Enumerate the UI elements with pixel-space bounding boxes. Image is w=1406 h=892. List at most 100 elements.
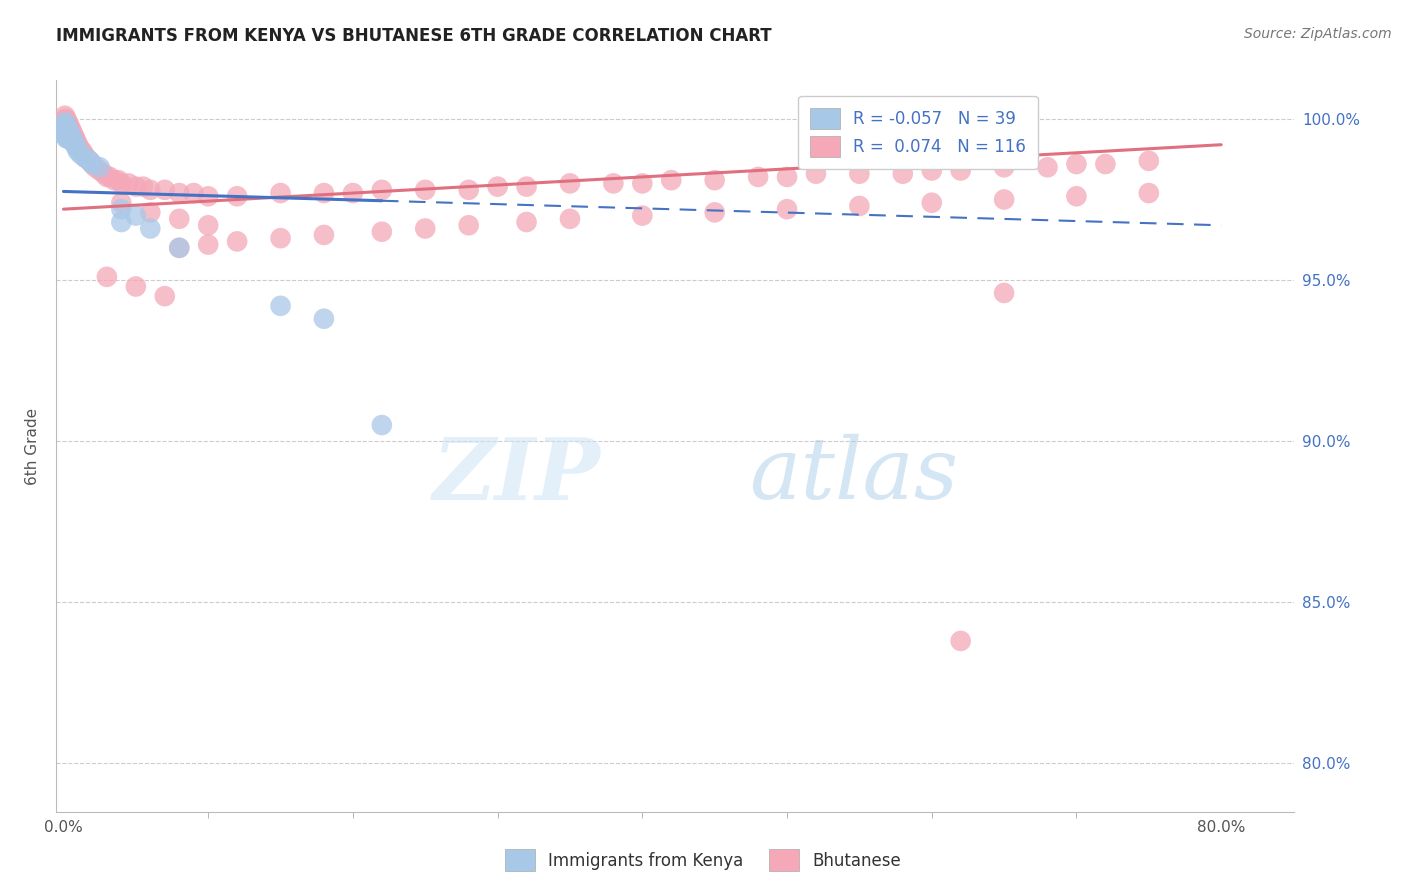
Point [55,128,77,142]
Point [139,183,162,197]
Point [413,183,436,197]
Point [226,235,249,249]
Point [55,125,77,139]
Point [59,128,82,142]
Point [486,179,509,194]
Legend: Immigrants from Kenya, Bhutanese: Immigrants from Kenya, Bhutanese [496,841,910,880]
Point [457,183,479,197]
Point [58,128,80,142]
Point [848,167,870,181]
Point [79,153,101,168]
Point [58,125,80,139]
Point [66,137,89,152]
Point [53,115,76,129]
Point [53,125,76,139]
Point [60,128,83,142]
Point [67,141,90,155]
Point [58,121,80,136]
Point [60,131,83,145]
Point [197,219,219,233]
Point [55,119,77,133]
Point [53,115,76,129]
Point [270,299,292,313]
Point [62,131,84,145]
Point [93,167,115,181]
Point [132,179,155,194]
Point [58,125,80,139]
Point [55,128,77,142]
Point [457,219,479,233]
Point [659,173,682,187]
Point [1137,186,1160,200]
Text: Source: ZipAtlas.com: Source: ZipAtlas.com [1244,27,1392,41]
Point [312,186,335,200]
Point [776,169,799,184]
Point [197,189,219,203]
Point [55,121,77,136]
Text: ZIP: ZIP [433,434,600,517]
Point [848,199,870,213]
Point [55,125,77,139]
Point [703,205,725,219]
Point [73,147,96,161]
Point [776,202,799,216]
Point [98,169,121,184]
Point [59,125,82,139]
Point [993,285,1015,300]
Point [72,144,94,158]
Point [270,186,292,200]
Point [167,241,190,255]
Point [631,177,654,191]
Point [107,173,129,187]
Point [55,131,77,145]
Point [53,128,76,142]
Point [110,202,132,216]
Point [949,163,972,178]
Point [53,112,76,126]
Point [65,135,87,149]
Point [117,177,139,191]
Point [62,135,84,149]
Point [58,128,80,142]
Point [59,121,82,136]
Point [125,209,148,223]
Point [55,112,77,126]
Point [53,119,76,133]
Point [921,195,943,210]
Point [197,237,219,252]
Point [56,119,79,133]
Point [53,109,76,123]
Text: IMMIGRANTS FROM KENYA VS BHUTANESE 6TH GRADE CORRELATION CHART: IMMIGRANTS FROM KENYA VS BHUTANESE 6TH G… [56,27,772,45]
Point [1036,161,1059,175]
Point [56,121,79,136]
Point [226,189,249,203]
Point [125,279,148,293]
Point [703,173,725,187]
Point [167,241,190,255]
Point [56,131,79,145]
Point [921,163,943,178]
Point [58,131,80,145]
Point [96,169,118,184]
Point [59,131,82,145]
Point [153,289,176,303]
Point [183,186,205,200]
Point [65,141,87,155]
Point [53,121,76,136]
Point [139,205,162,219]
Point [69,144,91,158]
Text: atlas: atlas [749,434,959,516]
Point [602,177,624,191]
Point [55,119,77,133]
Point [371,183,394,197]
Point [53,125,76,139]
Point [66,141,89,155]
Point [55,115,77,129]
Point [62,135,84,149]
Point [949,634,972,648]
Point [558,211,581,226]
Point [96,269,118,284]
Point [516,179,538,194]
Point [139,221,162,235]
Point [110,215,132,229]
